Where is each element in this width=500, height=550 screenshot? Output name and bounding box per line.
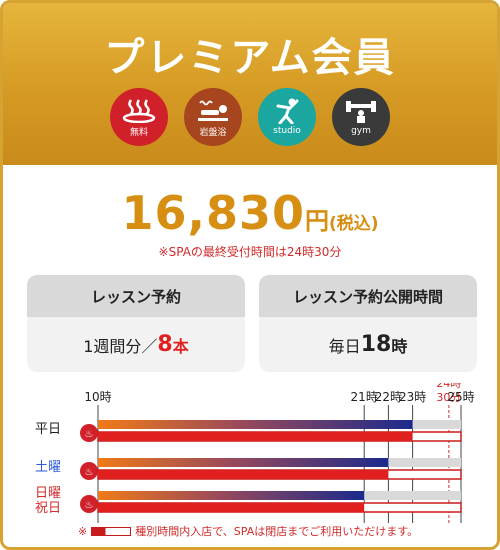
hours-schedule: 10時 21時 22時 23時 24時 30分 25時平日 ♨ 土曜 ♨ 日曜 祝日 ♨ [3,383,497,547]
price-unit: 円 [304,207,329,235]
card-header: プレミアム会員 無料 岩盤浴 [3,3,497,165]
spa-last-entry-note: ※SPAの最終受付時間は24時30分 [158,245,342,259]
plan-title: プレミアム会員 [104,35,396,81]
lesson-booking-prefix: 1週間分／ [83,336,158,356]
lesson-open-time-box: レッスン予約公開時間 毎日 18 時 [259,275,477,372]
hour-label: 23時 [399,390,426,404]
lesson-booking-unit: 本 [172,336,189,356]
footnote-prefix: ※ [78,524,88,538]
studio-icon [276,98,299,124]
footnote-text: 種別時間内入店で、SPAは閉店までご利用いただけます。 [135,525,419,538]
spa-badge-glyph: ♨ [85,429,94,440]
lesson-booking-value: 1週間分／ 8 本 [27,317,245,372]
amenity-label: 岩盤浴 [199,127,227,138]
lesson-open-hour: 18 [360,332,392,357]
hour-label: 25時 [447,390,474,404]
spa-badge-glyph: ♨ [85,500,94,511]
spa-hours-bar [98,432,413,441]
dumbbell-icon [346,101,376,123]
price-tax-note: (税込) [328,214,379,234]
lesson-booking-title: レッスン予約 [27,275,245,317]
lesson-hours-bar [98,458,389,467]
lesson-hours-bar [98,420,413,429]
spa-badge-icon [80,495,98,513]
studio-amenity: studio [258,88,316,146]
row-label: 日曜 [35,486,61,501]
lesson-open-time-title: レッスン予約公開時間 [259,275,477,317]
spa-hours-bar [98,470,389,479]
lesson-hours-bar [98,491,365,500]
row-label: 祝日 [35,501,61,516]
price: 16,830円(税込) [3,186,497,240]
footnote-legend-bar [91,526,132,536]
lesson-open-unit: 時 [391,336,408,356]
price-amount: 16,830 [121,186,305,240]
lesson-booking-box: レッスン予約 1週間分／ 8 本 [27,275,245,372]
hour-sublabel: 30分 [436,391,461,404]
row-label: 平日 [35,422,61,437]
spa-hours-bar [98,503,365,512]
hour-label: 22時 [375,390,402,404]
hour-label: 10時 [84,390,111,404]
hour-label: 24時 [436,383,461,390]
lesson-booking-count: 8 [157,332,173,357]
bedrock-bath-icon [198,100,228,121]
hour-label: 21時 [351,390,378,404]
lesson-open-prefix: 毎日 [328,336,361,356]
hot-spring-amenity: 無料 [110,88,168,146]
spa-badge-glyph: ♨ [85,467,94,478]
amenity-label: 無料 [129,127,148,138]
hot-spring-icon [122,98,156,123]
amenity-label: gym [351,126,371,136]
row-label: 土曜 [35,460,61,475]
lesson-open-time-value: 毎日 18 時 [259,317,477,372]
spa-badge-icon [80,424,98,442]
gym-amenity: gym [332,88,390,146]
amenity-icons: 無料 岩盤浴 studio [3,88,497,146]
schedule-footnote: ※ 種別時間内入店で、SPAは閉店までご利用いただけます。 [78,523,418,539]
spa-badge-icon [80,462,98,480]
bedrock-bath-amenity: 岩盤浴 [184,88,242,146]
amenity-label: studio [273,126,301,136]
